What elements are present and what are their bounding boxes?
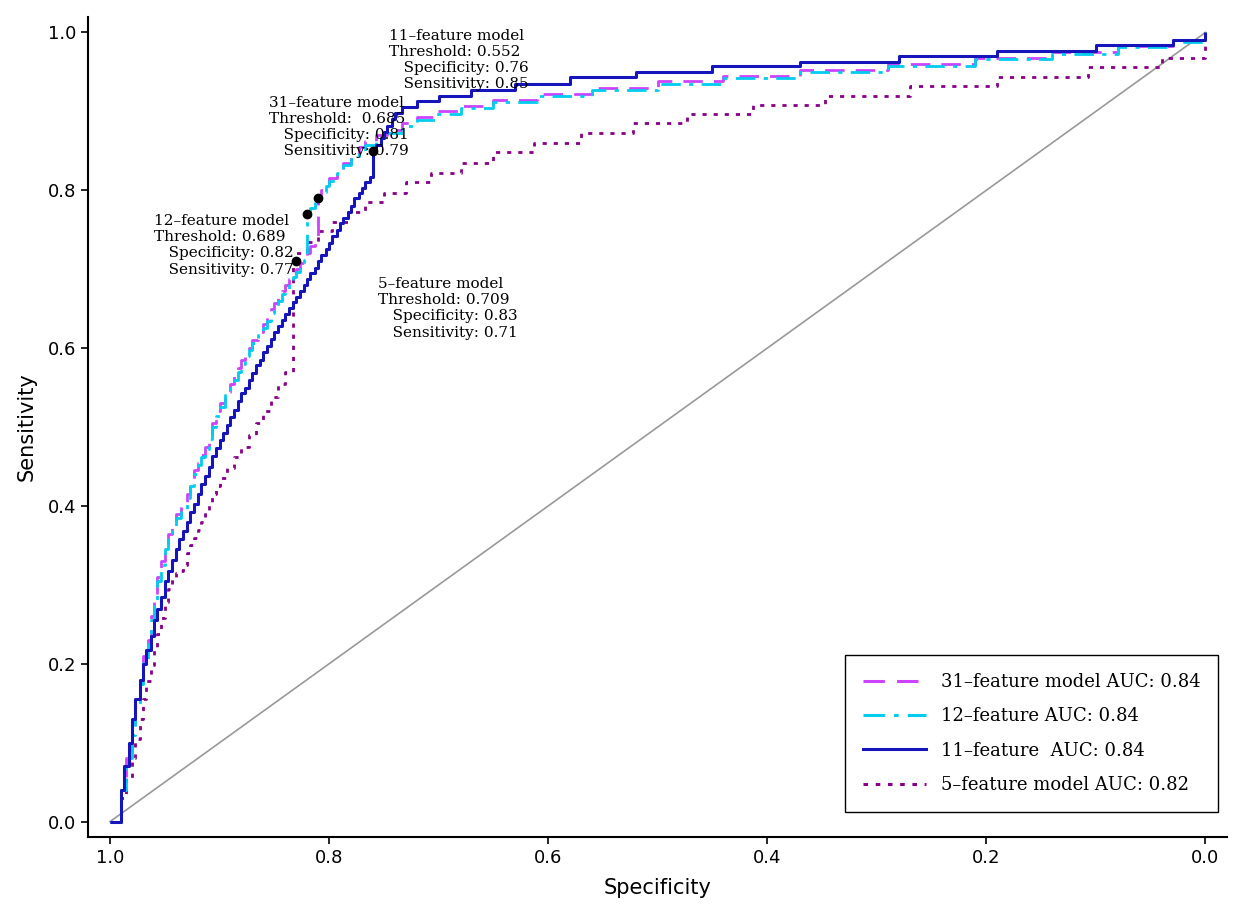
X-axis label: Specificity: Specificity <box>603 878 712 899</box>
Text: 31–feature model
Threshold:  0.685
   Specificity: 0.81
   Sensitivity: 0.79: 31–feature model Threshold: 0.685 Specif… <box>269 95 408 158</box>
Text: 11–feature model
Threshold: 0.552
   Specificity: 0.76
   Sensitivity: 0.85: 11–feature model Threshold: 0.552 Specif… <box>389 28 529 92</box>
Y-axis label: Sensitivity: Sensitivity <box>16 372 36 481</box>
Text: 5–feature model
Threshold: 0.709
   Specificity: 0.83
   Sensitivity: 0.71: 5–feature model Threshold: 0.709 Specifi… <box>378 277 518 339</box>
Legend: 31–feature model AUC: 0.84, 12–feature AUC: 0.84, 11–feature  AUC: 0.84, 5–featu: 31–feature model AUC: 0.84, 12–feature A… <box>845 655 1218 812</box>
Text: 12–feature model
Threshold: 0.689
   Specificity: 0.82
   Sensitivity: 0.77: 12–feature model Threshold: 0.689 Specif… <box>154 214 294 276</box>
